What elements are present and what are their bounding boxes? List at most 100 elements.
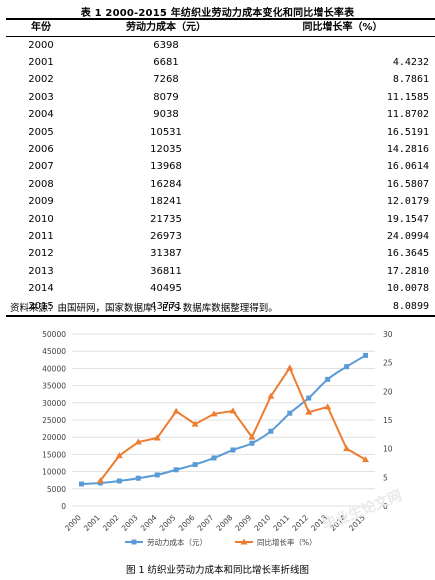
table-row: 2015 43771 8.0899 — [6, 297, 435, 318]
cell-year: 2004 — [28, 109, 54, 121]
cell-growth-rate: 10.0078 — [386, 283, 429, 295]
series-line-growth-rate — [99, 365, 367, 482]
table-row: 2000 6398 — [6, 37, 435, 55]
data-point-labor-cost — [78, 481, 84, 487]
y-left-tick-label: 15000 — [42, 450, 66, 459]
data-point-labor-cost — [325, 376, 331, 382]
cell-labor-cost: 10531 — [150, 126, 182, 138]
data-point-labor-cost — [116, 478, 122, 484]
y-left-tick-label: 40000 — [42, 364, 66, 373]
cell-year: 2006 — [28, 144, 54, 156]
cell-growth-rate: 11.8702 — [386, 109, 429, 121]
y-right-tick-label: 20 — [383, 387, 393, 396]
data-point-growth-rate — [305, 408, 313, 415]
table-row: 2012 31387 16.3645 — [6, 246, 435, 263]
series-line-labor-cost — [81, 354, 367, 485]
table-row: 2003 8079 11.1585 — [6, 89, 435, 106]
cell-year: 2008 — [28, 178, 54, 190]
x-tick-label: 2005 — [158, 513, 178, 533]
cell-labor-cost: 18241 — [150, 196, 182, 208]
cell-labor-cost: 43771 — [76, 297, 256, 318]
cell-labor-cost: 16284 — [150, 178, 182, 190]
y-left-tick-label: 25000 — [42, 416, 66, 425]
cell-growth-rate: 4.4232 — [392, 57, 429, 69]
table-header-row: 年份 劳动力成本（元） 同比增长率（%） — [6, 18, 435, 37]
y-left-tick-label: 30000 — [42, 399, 66, 408]
table-row: 2001 6681 4.4232 — [6, 54, 435, 71]
data-point-growth-rate — [362, 456, 370, 463]
cell-growth-rate: 16.5191 — [386, 126, 429, 138]
x-tick-label: 2011 — [271, 513, 291, 533]
source-note: 资料来源：由国研网，国家数据库，EPS 数据库数据整理得到。 — [10, 303, 278, 314]
table-row: 2005 10531 16.5191 — [6, 124, 435, 141]
cell-growth-rate: 8.7861 — [392, 74, 429, 86]
data-point-growth-rate — [134, 438, 142, 445]
cell-year: 2001 — [28, 57, 54, 69]
labor-cost-table: 年份 劳动力成本（元） 同比增长率（%） 2000 6398 2001 6681 4.4… — [6, 18, 435, 318]
y-left-tick-label: 45000 — [42, 347, 66, 356]
table-row: 2004 9038 11.8702 — [6, 107, 435, 124]
data-point-growth-rate — [210, 410, 218, 417]
cell-labor-cost: 13968 — [150, 161, 182, 173]
y-right-tick-label: 0 — [383, 502, 388, 511]
cell-growth-rate: 16.0614 — [386, 161, 429, 173]
data-point-labor-cost — [249, 440, 255, 446]
data-point-growth-rate — [248, 433, 256, 440]
cell-labor-cost: 6681 — [153, 57, 179, 69]
cell-year: 2010 — [28, 213, 54, 225]
legend-label-growth-rate: 同比增长率（%） — [257, 537, 317, 547]
cell-year: 2015 — [6, 297, 76, 318]
data-point-growth-rate — [286, 364, 294, 371]
cell-labor-cost: 31387 — [150, 248, 182, 260]
cell-year: 2009 — [28, 196, 54, 208]
figure-caption: 图 1 纺织业劳动力成本和同比增长率折线图 — [125, 565, 310, 576]
data-point-growth-rate — [343, 445, 351, 452]
y-right-tick-label: 15 — [383, 416, 393, 425]
legend-marker-labor-cost — [131, 539, 137, 545]
x-tick-label: 2000 — [63, 513, 83, 533]
table-row: 2009 18241 12.0179 — [6, 194, 435, 211]
legend-label-labor-cost: 劳动力成本（元） — [147, 537, 207, 547]
y-left-tick-label: 20000 — [42, 433, 66, 442]
cell-growth-rate: 19.1547 — [386, 213, 429, 225]
x-tick-label: 2008 — [215, 513, 235, 533]
cell-year: 2014 — [28, 283, 54, 295]
cell-year: 2011 — [28, 230, 54, 242]
table-row: 2014 40495 10.0078 — [6, 280, 435, 297]
table-row: 2008 16284 16.5807 — [6, 176, 435, 193]
table-row: 2006 12035 14.2816 — [6, 141, 435, 158]
cell-labor-cost: 7268 — [153, 74, 179, 86]
cell-year: 2000 — [28, 39, 54, 51]
cell-growth-rate: 16.3645 — [386, 248, 429, 260]
cell-growth-rate: 12.0179 — [386, 196, 429, 208]
cell-year: 2012 — [28, 248, 54, 260]
cell-labor-cost: 21735 — [150, 213, 182, 225]
x-tick-label: 2012 — [290, 513, 310, 533]
cell-growth-rate: 11.1585 — [386, 91, 429, 103]
table-row: 2002 7268 8.7861 — [6, 72, 435, 89]
y-right-tick-label: 25 — [383, 359, 393, 368]
header-labor-cost: 劳动力成本（元） — [76, 18, 256, 37]
cell-year: 2007 — [28, 161, 54, 173]
table-row: 2010 21735 19.1547 — [6, 211, 435, 228]
x-tick-label: 2006 — [177, 513, 197, 533]
y-right-tick-label: 10 — [383, 445, 393, 454]
cell-growth-rate: 8.0899 — [256, 297, 435, 318]
y-right-tick-label: 5 — [383, 473, 388, 482]
data-point-labor-cost — [363, 352, 369, 358]
x-tick-label: 2007 — [196, 513, 216, 533]
x-tick-label: 2003 — [120, 513, 140, 533]
cell-labor-cost: 8079 — [153, 91, 179, 103]
legend-marker-growth-rate — [240, 538, 248, 545]
cell-year: 2005 — [28, 126, 54, 138]
data-point-labor-cost — [154, 472, 160, 478]
data-point-growth-rate — [115, 452, 123, 459]
cell-growth-rate: 16.5807 — [386, 178, 429, 190]
data-point-labor-cost — [230, 447, 236, 453]
data-point-labor-cost — [344, 364, 350, 370]
cell-labor-cost: 6398 — [153, 39, 179, 51]
cell-growth-rate — [256, 37, 435, 55]
y-left-tick-label: 0 — [61, 502, 66, 511]
table-row: 2011 26973 24.0994 — [6, 228, 435, 245]
data-point-labor-cost — [306, 395, 312, 401]
